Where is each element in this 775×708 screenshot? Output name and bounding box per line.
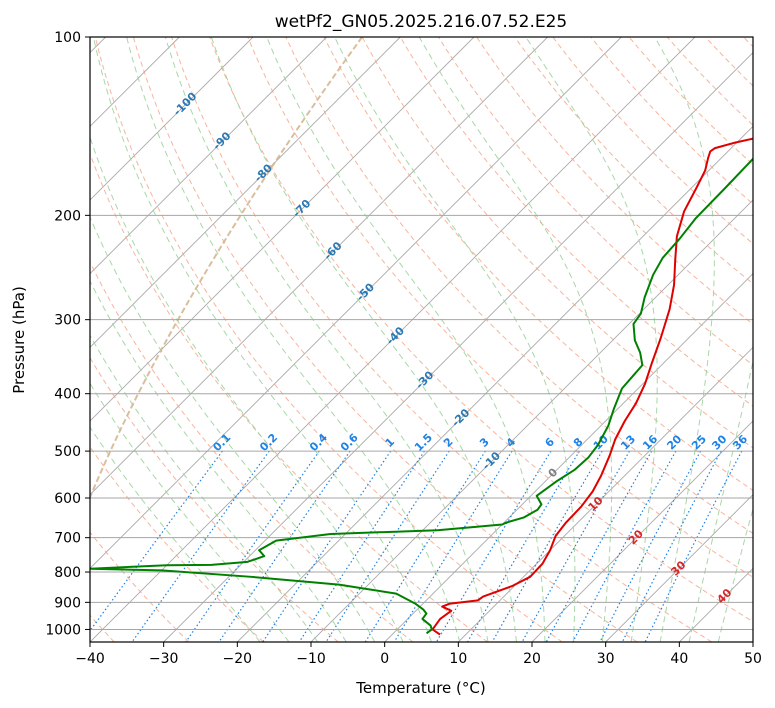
isotherm-line <box>90 37 696 642</box>
mixing-ratio-line <box>466 450 580 642</box>
moist-adiabat-line <box>334 37 576 642</box>
y-tick-label: 800 <box>54 565 81 581</box>
y-tick-label: 700 <box>54 531 81 547</box>
mixing-ratio-line <box>364 450 486 642</box>
y-axis-ticks: 100 200 300 400 500 600 700 800 900 1000 <box>45 30 90 638</box>
moist-adiabat-line <box>688 358 753 642</box>
plot-area <box>90 37 753 642</box>
mixing-ratio-line <box>491 450 603 642</box>
dry-adiabat-line <box>90 152 488 642</box>
chart-title: wetPf2_GN05.2025.216.07.52.E25 <box>275 12 567 32</box>
moist-adiabat-line <box>90 135 404 642</box>
x-tick-label: 30 <box>597 651 615 667</box>
dry-adiabat-line <box>90 531 190 642</box>
mixing-ratio-line <box>393 450 513 642</box>
dry-adiabat-line <box>209 37 753 623</box>
series-lines <box>90 137 753 636</box>
dry-adiabat-line <box>590 37 753 205</box>
plot-background <box>90 37 753 642</box>
isotherm-line <box>458 346 753 642</box>
y-tick-label: 100 <box>54 30 81 46</box>
isotherm-line <box>90 37 548 496</box>
isotherm-line <box>531 420 753 642</box>
dry-adiabat-line <box>628 37 753 166</box>
moist-adiabat-line <box>418 37 613 642</box>
x-tick-label: −10 <box>296 651 326 667</box>
x-tick-label: 20 <box>523 651 541 667</box>
y-tick-label: 1000 <box>45 622 81 638</box>
x-tick-label: −40 <box>75 651 105 667</box>
x-tick-label: −20 <box>223 651 253 667</box>
x-tick-label: 40 <box>670 651 688 667</box>
mixing-ratio-line <box>572 450 677 642</box>
isotherm-line <box>752 641 753 642</box>
mixing-ratio-line <box>621 450 722 642</box>
dry-adiabat-line <box>399 37 753 407</box>
mixing-ratio-line <box>131 450 270 642</box>
plot-frame <box>89 36 754 643</box>
plot-border <box>89 36 754 643</box>
dry-adiabat-line <box>552 37 753 245</box>
moist-adiabat-line <box>92 37 432 642</box>
moist-adiabat-line <box>210 37 517 642</box>
mixing-ratio-line <box>521 450 631 642</box>
y-tick-label: 200 <box>54 208 81 224</box>
mixing-ratio-lines <box>90 450 743 642</box>
dry-adiabat-lines <box>90 37 753 642</box>
y-tick-label: 500 <box>54 444 81 460</box>
dry-adiabat-line <box>94 37 563 642</box>
dewpoint-profile-line <box>90 157 753 635</box>
dry-adiabat-line <box>323 37 753 491</box>
x-tick-label: 10 <box>449 651 467 667</box>
isotherm-line <box>90 37 401 348</box>
temperature-profile-line <box>431 137 753 636</box>
moist-adiabat-line <box>90 215 376 642</box>
moist-adiabat-line <box>266 37 546 642</box>
dry-adiabat-line <box>361 37 753 449</box>
isotherm-line <box>90 37 327 275</box>
x-tick-label: 0 <box>380 651 389 667</box>
isotherm-line <box>90 37 254 201</box>
brown-reference-curve <box>90 37 363 500</box>
moist-adiabat-line <box>90 426 261 642</box>
moist-adiabat-line <box>654 37 715 642</box>
mixing-ratio-line <box>435 450 552 642</box>
moist-adiabat-line <box>126 37 461 642</box>
isotherm-line <box>237 125 753 642</box>
isotherm-line <box>90 37 475 422</box>
y-tick-label: 400 <box>54 387 81 403</box>
x-axis-ticks: −40 −30 −20 −10 0 10 20 30 40 50 <box>75 642 762 667</box>
moist-adiabat-line <box>525 37 658 642</box>
moist-adiabat-line <box>90 334 319 642</box>
isotherm-line <box>90 37 622 569</box>
dry-adiabat-line <box>90 260 414 642</box>
x-tick-label: 50 <box>744 651 762 667</box>
moist-adiabat-line <box>717 506 753 642</box>
dry-adiabat-line <box>247 37 753 578</box>
dry-adiabat-line <box>132 37 638 642</box>
moist-adiabat-line <box>90 382 290 642</box>
brown-dashed-curve <box>90 37 363 500</box>
pressure-grid-lines <box>90 37 753 630</box>
moist-adiabat-lines <box>90 37 753 642</box>
x-tick-label: −30 <box>149 651 179 667</box>
x-axis-label: Temperature (°C) <box>355 679 485 697</box>
y-tick-label: 300 <box>54 313 81 329</box>
mixing-ratio-line <box>545 450 653 642</box>
mixing-ratio-line <box>185 450 320 642</box>
dry-adiabat-line <box>171 37 713 642</box>
mixing-ratio-line <box>218 450 351 642</box>
y-axis-label: Pressure (hPa) <box>10 286 28 394</box>
mixing-ratio-line <box>599 450 702 642</box>
isotherm-line <box>163 52 753 642</box>
y-tick-label: 600 <box>54 491 81 507</box>
dry-adiabat-line <box>438 37 753 366</box>
isotherm-line <box>605 494 753 642</box>
dry-adiabat-line <box>90 356 339 642</box>
y-tick-label: 900 <box>54 595 81 611</box>
isotherm-line <box>384 273 753 642</box>
